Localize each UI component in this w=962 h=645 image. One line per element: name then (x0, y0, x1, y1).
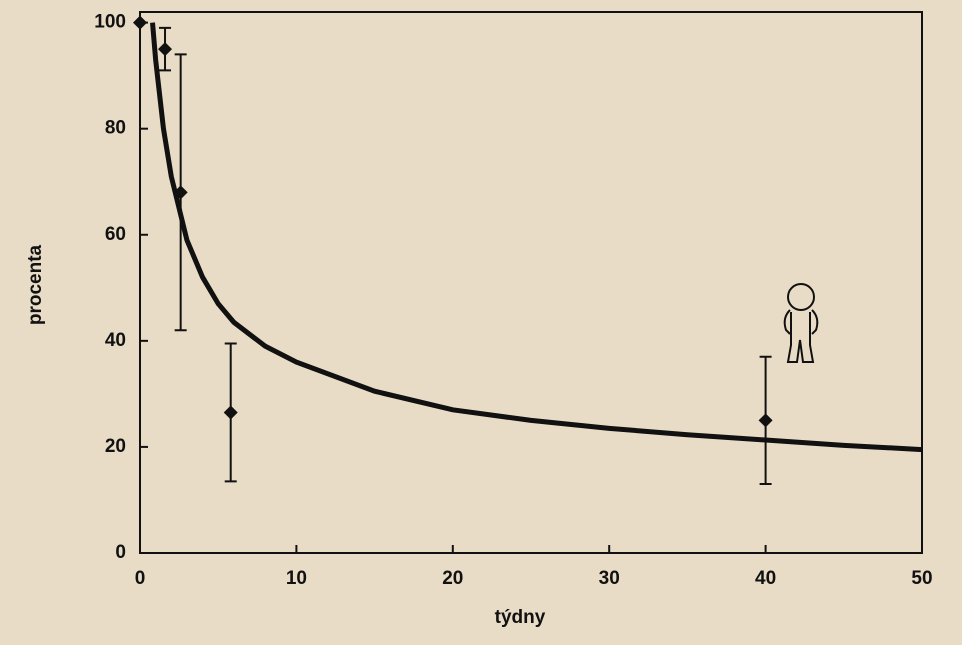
data-point (758, 413, 773, 428)
plot-frame (139, 11, 923, 554)
x-axis-label: týdny (495, 607, 546, 628)
x-tick-label: 30 (599, 568, 620, 589)
y-tick-label: 40 (105, 330, 126, 351)
y-tick-label: 100 (94, 12, 126, 33)
data-point (133, 15, 147, 30)
x-tick-label: 40 (755, 568, 776, 589)
data-point (158, 42, 173, 57)
x-tick-label: 20 (442, 568, 463, 589)
y-tick-label: 20 (105, 436, 126, 457)
y-tick-label: 0 (115, 542, 126, 563)
x-tick-label: 10 (286, 568, 307, 589)
fit-curve (150, 22, 923, 453)
y-tick-label: 60 (105, 224, 126, 245)
y-tick-label: 80 (105, 118, 126, 139)
x-tick-label: 50 (911, 568, 932, 589)
y-axis-label: procenta (25, 244, 46, 325)
x-tick-label: 0 (135, 568, 146, 589)
person-icon (783, 283, 819, 363)
data-point (223, 405, 238, 420)
data-point (173, 185, 188, 200)
